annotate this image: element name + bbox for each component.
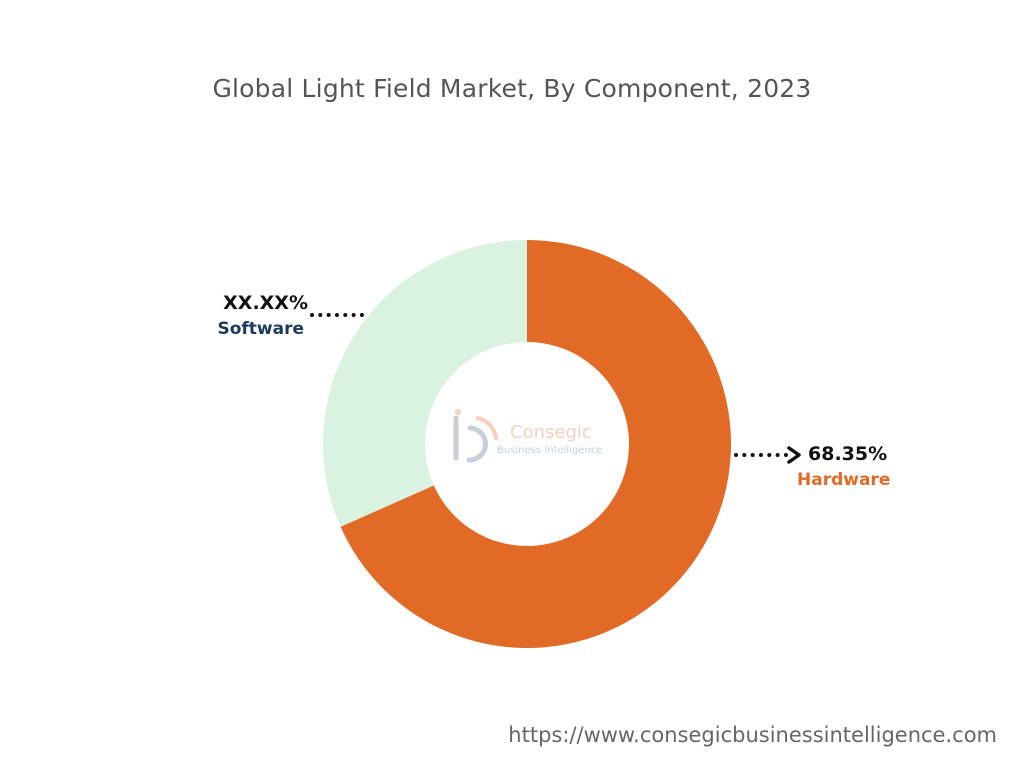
software-category-label: Software [217, 319, 304, 339]
software-value-label: XX.XX% [223, 292, 308, 314]
logo-name: Consegic [510, 422, 592, 443]
hardware-category-label: Hardware [797, 470, 891, 490]
donut-hole [425, 342, 629, 546]
logo-tagline: Business Intelligence [497, 445, 602, 456]
hardware-value-label: 68.35% [808, 443, 888, 465]
hardware-leader-line [734, 453, 788, 457]
consegic-logo: Consegic Business Intelligence [453, 409, 602, 463]
footer-url[interactable]: https://www.consegicbusinessintelligence… [508, 723, 997, 747]
chart-title: Global Light Field Market, By Component,… [212, 74, 812, 103]
software-leader-line [310, 313, 364, 317]
arrow-right-icon [787, 446, 801, 464]
